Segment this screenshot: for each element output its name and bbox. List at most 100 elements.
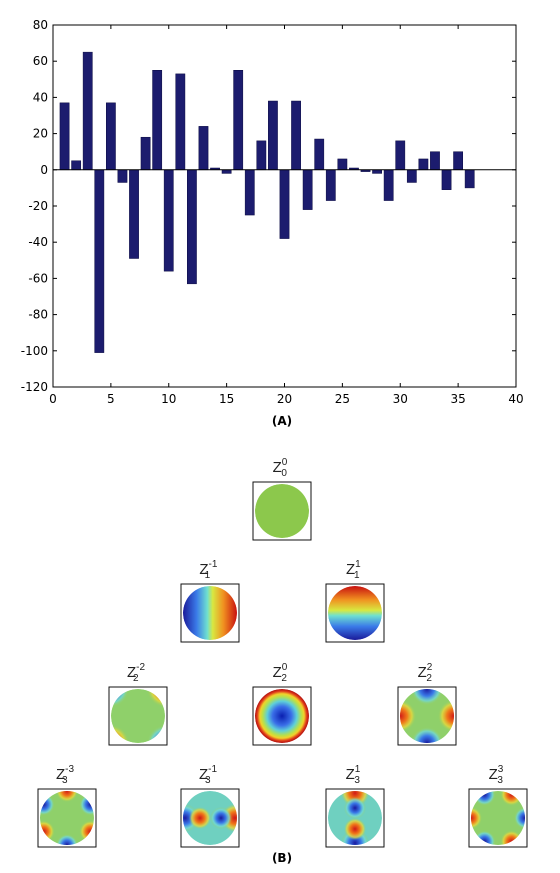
zernike-frame bbox=[468, 788, 528, 848]
zernike-map bbox=[255, 689, 309, 743]
zernike-mode-z2_0: Z0 2 bbox=[252, 662, 312, 746]
y-tick-label: 60 bbox=[33, 54, 48, 68]
zernike-mode-z3_1: Z1 3 bbox=[325, 764, 385, 848]
zernike-frame bbox=[37, 788, 97, 848]
zernike-map bbox=[471, 791, 525, 845]
bar bbox=[383, 169, 394, 201]
panel-a-label: (A) bbox=[271, 414, 293, 428]
zernike-mode-z3_3: Z3 3 bbox=[468, 764, 528, 848]
y-tick-label: 40 bbox=[33, 90, 48, 104]
zernike-label: Z-2 2 bbox=[127, 662, 146, 684]
x-tick-label: 40 bbox=[508, 392, 523, 406]
zernike-frame bbox=[180, 788, 240, 848]
bar bbox=[430, 151, 440, 171]
y-tick-label: 0 bbox=[40, 163, 48, 177]
bar bbox=[302, 169, 313, 210]
bar bbox=[268, 100, 278, 171]
bar bbox=[291, 100, 301, 171]
bar bbox=[244, 169, 255, 216]
zernike-label: Z1 3 bbox=[346, 764, 361, 786]
zernike-map bbox=[40, 791, 94, 845]
y-tick-label: -120 bbox=[21, 380, 48, 394]
bar bbox=[464, 169, 475, 189]
x-tick-label: 30 bbox=[393, 392, 408, 406]
zernike-map bbox=[111, 689, 165, 743]
x-tick-label: 15 bbox=[219, 392, 234, 406]
bar-chart: 0 5 10 15 20 25 30 35 40 80 60 40 20 0 -20 -40 -60 -80 -10… bbox=[21, 18, 524, 406]
zernike-label: Z0 2 bbox=[273, 662, 288, 684]
bar bbox=[59, 102, 70, 171]
zernike-mode-z3_m1: Z-1 3 bbox=[180, 764, 240, 848]
bar bbox=[233, 70, 244, 171]
bar bbox=[71, 160, 82, 171]
bar bbox=[175, 73, 186, 171]
zernike-label: Z-1 1 bbox=[199, 559, 218, 581]
bar bbox=[314, 138, 325, 171]
x-tick-label: 20 bbox=[277, 392, 292, 406]
y-tick-label: 80 bbox=[33, 18, 48, 32]
zernike-map bbox=[328, 586, 382, 640]
zernike-mode-z1_1: Z1 1 bbox=[325, 559, 385, 643]
bars-layer bbox=[59, 51, 475, 353]
zernike-frame bbox=[325, 583, 385, 643]
bar bbox=[395, 140, 406, 171]
zernike-mode-z1_m1: Z-1 1 bbox=[180, 559, 240, 643]
zernike-frame bbox=[180, 583, 240, 643]
bar bbox=[279, 169, 290, 239]
zernike-frame bbox=[252, 481, 312, 541]
bar bbox=[152, 70, 163, 171]
zernike-label: Z2 2 bbox=[418, 662, 433, 684]
zernike-frame bbox=[397, 686, 457, 746]
bar bbox=[256, 140, 267, 171]
y-tick-label: -80 bbox=[28, 308, 48, 322]
zernike-label: Z1 1 bbox=[346, 559, 361, 581]
zernike-pyramid: Z0 0 Z-1 1 Z1 1 Z-2 2 Z0 2 Z2 2 Z-3 3 Z-1 3 Z1 3 Z3 3 bbox=[37, 457, 528, 848]
zernike-map bbox=[328, 791, 382, 845]
bar bbox=[129, 169, 139, 259]
x-tick-label: 5 bbox=[107, 392, 115, 406]
y-tick-label: 20 bbox=[33, 127, 48, 141]
bar bbox=[117, 169, 128, 183]
bar bbox=[187, 169, 197, 285]
zernike-frame bbox=[108, 686, 168, 746]
bar bbox=[163, 169, 174, 272]
ticks-layer: 0 5 10 15 20 25 30 35 40 80 60 40 20 0 -20 -40 -60 -80 -10… bbox=[21, 18, 524, 406]
x-tick-label: 25 bbox=[335, 392, 350, 406]
bar bbox=[82, 51, 93, 171]
zernike-mode-z3_m3: Z-3 3 bbox=[37, 764, 97, 848]
y-tick-label: -60 bbox=[28, 271, 48, 285]
pyramid-layer: Z0 0 Z-1 1 Z1 1 Z-2 2 Z0 2 Z2 2 Z-3 3 Z-1 3 Z1 3 Z3 3 bbox=[37, 457, 528, 848]
zernike-map bbox=[255, 484, 309, 538]
zernike-mode-z2_m2: Z-2 2 bbox=[108, 662, 168, 746]
bar bbox=[418, 158, 429, 171]
y-tick-label: -100 bbox=[21, 344, 48, 358]
bar bbox=[453, 151, 464, 171]
x-tick-label: 10 bbox=[161, 392, 176, 406]
zernike-label: Z0 0 bbox=[273, 457, 288, 479]
zernike-mode-z2_2: Z2 2 bbox=[397, 662, 457, 746]
zernike-frame bbox=[325, 788, 385, 848]
x-tick-label: 35 bbox=[450, 392, 465, 406]
bar bbox=[105, 102, 116, 171]
bar bbox=[94, 169, 105, 353]
panel-b-label: (B) bbox=[271, 851, 293, 865]
bar bbox=[221, 169, 232, 174]
bar bbox=[337, 158, 348, 171]
zernike-label: Z-3 3 bbox=[56, 764, 75, 786]
zernike-map bbox=[183, 586, 237, 640]
zernike-label: Z3 3 bbox=[489, 764, 504, 786]
bar bbox=[140, 136, 151, 171]
bar bbox=[372, 169, 382, 174]
bar bbox=[325, 169, 336, 201]
y-tick-label: -40 bbox=[28, 235, 48, 249]
bar bbox=[198, 126, 209, 171]
zernike-map bbox=[400, 689, 454, 743]
zernike-mode-z0_0: Z0 0 bbox=[252, 457, 312, 541]
zernike-label: Z-1 3 bbox=[199, 764, 218, 786]
x-tick-label: 0 bbox=[49, 392, 57, 406]
zernike-map bbox=[183, 791, 237, 845]
zernike-frame bbox=[252, 686, 312, 746]
y-tick-label: -20 bbox=[28, 199, 48, 213]
bar bbox=[406, 169, 417, 183]
bar bbox=[441, 169, 452, 190]
